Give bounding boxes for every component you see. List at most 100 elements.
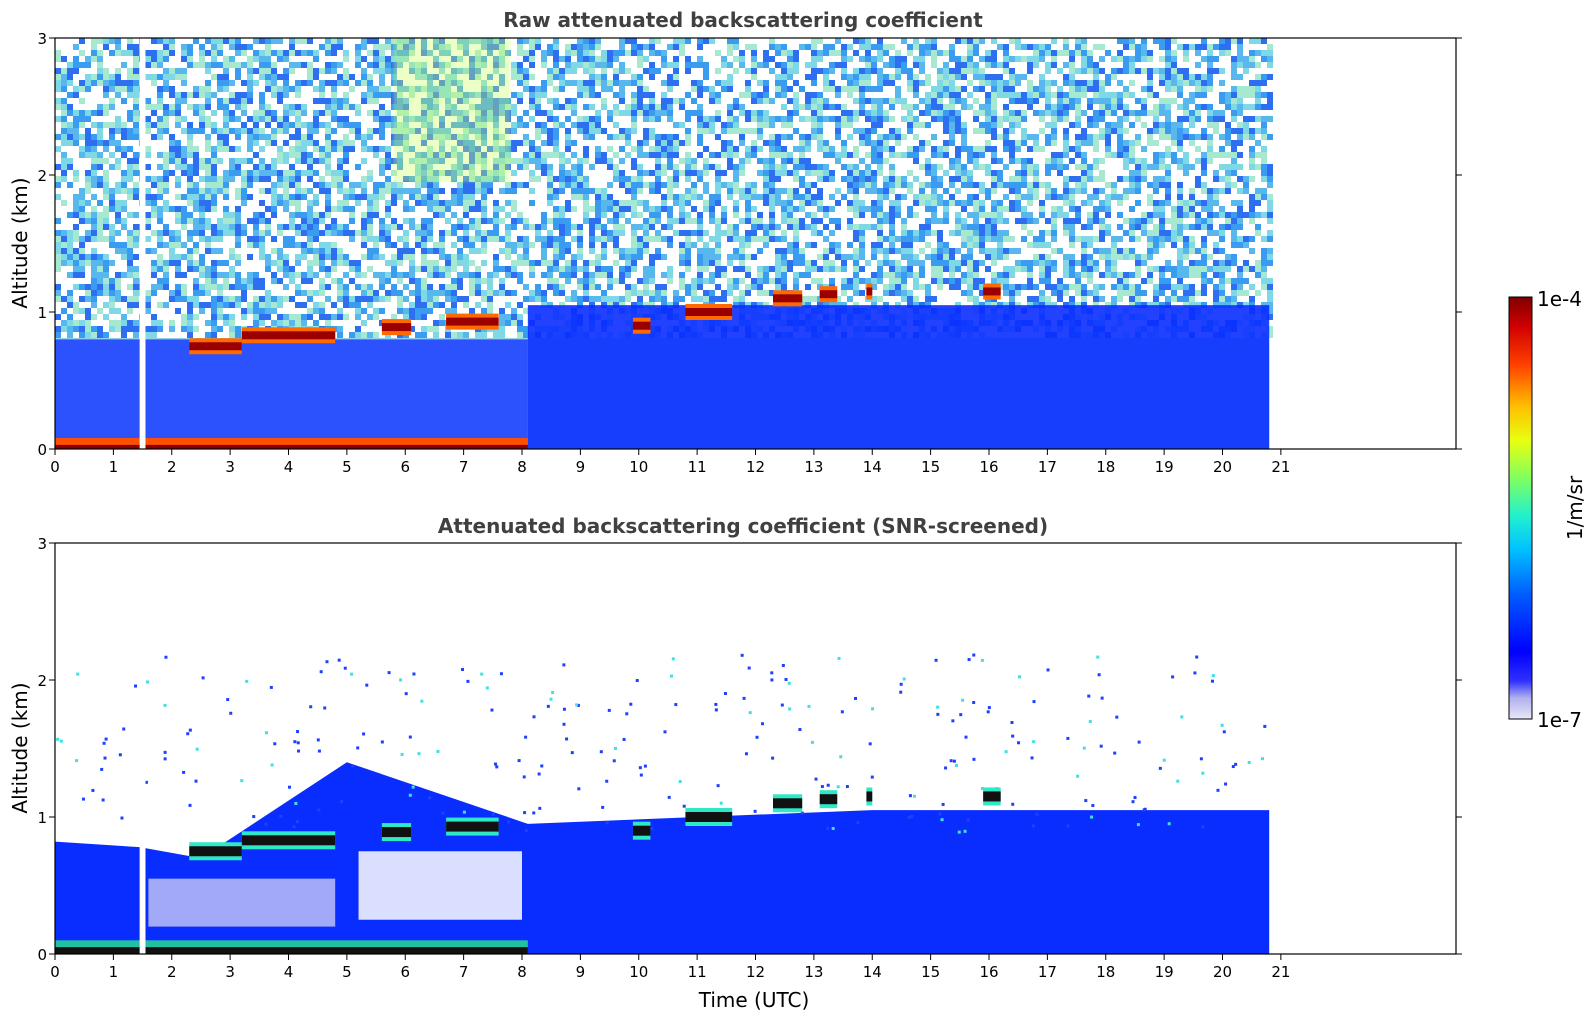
noise-cell — [649, 98, 655, 104]
noise-cell — [643, 266, 649, 272]
noise-cell — [289, 128, 295, 134]
noise-cell — [367, 50, 373, 56]
noise-cell — [511, 200, 517, 206]
noise-cell — [481, 218, 487, 224]
noise-cell — [469, 236, 475, 242]
noise-cell — [349, 98, 355, 104]
noise-cell — [457, 254, 463, 260]
noise-cell — [373, 242, 379, 248]
noise-cell — [577, 272, 583, 278]
noise-cell — [205, 50, 211, 56]
noise-cell — [583, 248, 589, 254]
noise-cell — [457, 218, 463, 224]
noise-cell — [433, 212, 439, 218]
noise-cell — [253, 140, 259, 146]
noise-cell — [289, 152, 295, 158]
noise-cell — [505, 242, 511, 248]
noise-cell — [193, 68, 199, 74]
noise-cell — [583, 50, 589, 56]
noise-cell — [643, 38, 649, 44]
noise-cell — [379, 98, 385, 104]
noise-cell — [505, 212, 511, 218]
noise-cell — [409, 218, 415, 224]
noise-cell — [67, 206, 73, 212]
noise-cell — [613, 212, 619, 218]
noise-cell — [97, 218, 103, 224]
noise-cell — [367, 44, 373, 50]
noise-cell — [217, 266, 223, 272]
noise-cell — [151, 122, 157, 128]
noise-cell — [367, 284, 373, 290]
noise-cell — [181, 284, 187, 290]
noise-cell — [103, 314, 109, 320]
noise-cell — [145, 212, 151, 218]
noise-cell — [97, 272, 103, 278]
noise-cell — [151, 278, 157, 284]
noise-cell — [247, 56, 253, 62]
noise-cell — [157, 110, 163, 116]
noise-cell — [223, 74, 229, 80]
noise-cell — [523, 242, 529, 248]
noise-cell — [289, 110, 295, 116]
noise-cell — [445, 332, 451, 338]
noise-cell — [169, 284, 175, 290]
noise-cell — [205, 290, 211, 296]
noise-cell — [421, 224, 427, 230]
noise-cell — [487, 260, 493, 266]
noise-cell — [217, 122, 223, 128]
noise-cell — [247, 152, 253, 158]
noise-cell — [319, 122, 325, 128]
noise-cell — [223, 170, 229, 176]
noise-cell — [253, 134, 259, 140]
noise-cell — [265, 62, 271, 68]
noise-cell — [517, 182, 523, 188]
noise-cell — [61, 230, 67, 236]
noise-cell — [601, 164, 607, 170]
noise-cell — [229, 104, 235, 110]
noise-cell — [145, 314, 151, 320]
noise-cell — [331, 260, 337, 266]
noise-cell — [619, 236, 625, 242]
noise-cell — [529, 38, 535, 44]
noise-cell — [637, 44, 643, 50]
noise-cell — [619, 50, 625, 56]
noise-cell — [133, 146, 139, 152]
noise-cell — [535, 146, 541, 152]
noise-cell — [547, 212, 553, 218]
noise-cell — [61, 224, 67, 230]
noise-cell — [241, 152, 247, 158]
noise-cell — [115, 212, 121, 218]
noise-cell — [463, 272, 469, 278]
noise-cell — [271, 296, 277, 302]
noise-cell — [565, 50, 571, 56]
noise-cell — [613, 152, 619, 158]
noise-cell — [355, 50, 361, 56]
noise-cell — [553, 110, 559, 116]
noise-cell — [589, 134, 595, 140]
noise-cell — [241, 116, 247, 122]
noise-cell — [169, 278, 175, 284]
noise-cell — [175, 68, 181, 74]
noise-cell — [451, 284, 457, 290]
noise-cell — [73, 170, 79, 176]
noise-cell — [535, 164, 541, 170]
noise-cell — [595, 104, 601, 110]
noise-cell — [457, 242, 463, 248]
noise-cell — [205, 110, 211, 116]
noise-cell — [415, 236, 421, 242]
noise-cell — [325, 122, 331, 128]
noise-cell — [625, 278, 631, 284]
noise-cell — [331, 170, 337, 176]
noise-cell — [271, 266, 277, 272]
noise-cell — [349, 182, 355, 188]
noise-cell — [463, 218, 469, 224]
noise-cell — [523, 320, 529, 326]
noise-cell — [451, 188, 457, 194]
noise-cell — [523, 248, 529, 254]
noise-cell — [199, 80, 205, 86]
noise-cell — [379, 80, 385, 86]
noise-cell — [355, 332, 361, 338]
noise-cell — [241, 134, 247, 140]
noise-cell — [523, 194, 529, 200]
noise-cell — [157, 128, 163, 134]
